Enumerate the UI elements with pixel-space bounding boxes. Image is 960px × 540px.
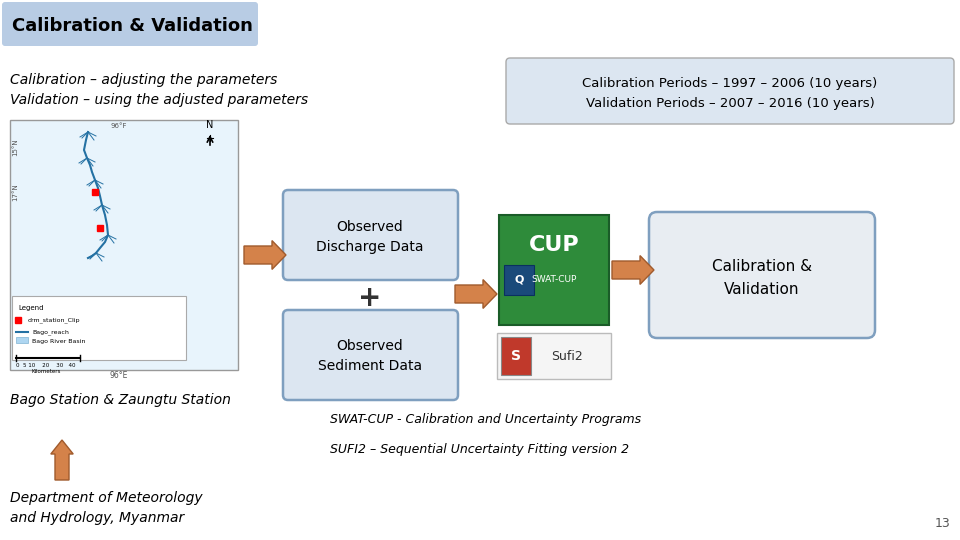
Text: 13: 13 — [934, 517, 950, 530]
FancyBboxPatch shape — [649, 212, 875, 338]
Text: +: + — [358, 284, 382, 312]
Text: 15°N: 15°N — [12, 138, 18, 156]
FancyBboxPatch shape — [504, 265, 534, 295]
Text: CUP: CUP — [529, 235, 579, 255]
Text: Observed
Sediment Data: Observed Sediment Data — [318, 339, 422, 373]
Text: 96°F: 96°F — [110, 123, 128, 129]
Text: 96°E: 96°E — [109, 371, 129, 380]
Text: Bago Station & Zaungtu Station: Bago Station & Zaungtu Station — [10, 393, 230, 407]
Text: N: N — [206, 120, 214, 130]
FancyBboxPatch shape — [2, 2, 258, 46]
FancyBboxPatch shape — [283, 310, 458, 400]
Text: Calibration Periods – 1997 – 2006 (10 years): Calibration Periods – 1997 – 2006 (10 ye… — [583, 77, 877, 90]
Text: SUFI2 – Sequential Uncertainty Fitting version 2: SUFI2 – Sequential Uncertainty Fitting v… — [330, 443, 629, 456]
Text: Validation – using the adjusted parameters: Validation – using the adjusted paramete… — [10, 93, 308, 107]
FancyArrow shape — [51, 440, 73, 480]
Text: Calibration &
Validation: Calibration & Validation — [712, 259, 812, 296]
Text: Kilometers: Kilometers — [32, 369, 60, 374]
FancyBboxPatch shape — [283, 190, 458, 280]
FancyBboxPatch shape — [499, 215, 609, 325]
FancyArrow shape — [244, 241, 286, 269]
FancyBboxPatch shape — [506, 58, 954, 124]
Text: Sufi2: Sufi2 — [551, 349, 583, 362]
FancyBboxPatch shape — [10, 120, 238, 370]
Text: 0  5 10    20    30   40: 0 5 10 20 30 40 — [16, 363, 76, 368]
FancyBboxPatch shape — [497, 333, 611, 379]
Text: Bago River Basin: Bago River Basin — [32, 339, 85, 343]
Text: SWAT-CUP: SWAT-CUP — [531, 275, 577, 285]
Polygon shape — [48, 123, 132, 258]
FancyArrow shape — [612, 255, 654, 285]
Text: and Hydrology, Myanmar: and Hydrology, Myanmar — [10, 511, 184, 525]
Text: Department of Meteorology: Department of Meteorology — [10, 491, 203, 505]
Text: 17°N: 17°N — [12, 183, 18, 201]
Text: Observed
Discharge Data: Observed Discharge Data — [316, 220, 423, 254]
Text: SWAT-CUP - Calibration and Uncertainty Programs: SWAT-CUP - Calibration and Uncertainty P… — [330, 414, 641, 427]
Text: Bago_reach: Bago_reach — [32, 329, 69, 335]
Text: Validation Periods – 2007 – 2016 (10 years): Validation Periods – 2007 – 2016 (10 yea… — [586, 97, 875, 110]
Text: Legend: Legend — [18, 305, 43, 311]
FancyBboxPatch shape — [12, 296, 186, 360]
Text: Calibration – adjusting the parameters: Calibration – adjusting the parameters — [10, 73, 277, 87]
Text: drm_station_Clip: drm_station_Clip — [28, 317, 81, 323]
Text: S: S — [511, 349, 521, 363]
FancyBboxPatch shape — [501, 337, 531, 375]
FancyArrow shape — [455, 280, 497, 308]
FancyBboxPatch shape — [16, 337, 28, 343]
Text: Q: Q — [515, 275, 524, 285]
Text: Calibration & Validation: Calibration & Validation — [12, 17, 252, 35]
